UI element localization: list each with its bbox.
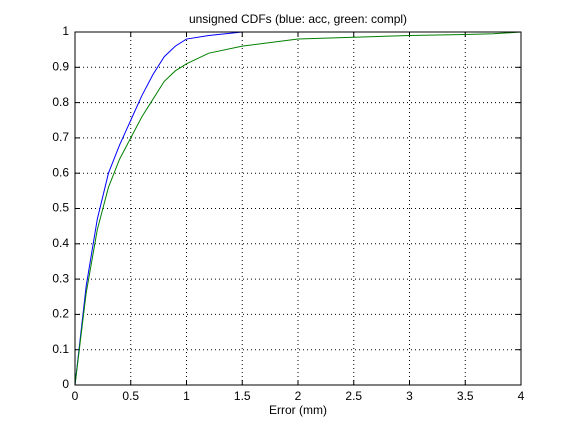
y-tick-label: 0.1 bbox=[52, 342, 69, 356]
x-tick-label: 4 bbox=[518, 389, 525, 403]
y-tick-label: 0 bbox=[62, 377, 69, 391]
x-tick-label: 2 bbox=[295, 389, 302, 403]
chart-title: unsigned CDFs (blue: acc, green: compl) bbox=[189, 12, 407, 26]
x-tick-label: 3 bbox=[406, 389, 413, 403]
y-tick-label: 0.2 bbox=[52, 307, 69, 321]
x-tick-label: 3.5 bbox=[457, 389, 474, 403]
y-tick-label: 0.4 bbox=[52, 236, 69, 250]
x-tick-label: 0 bbox=[72, 389, 79, 403]
y-tick-label: 0.3 bbox=[52, 271, 69, 285]
x-tick-label: 1 bbox=[183, 389, 190, 403]
y-tick-label: 0.9 bbox=[52, 59, 69, 73]
x-tick-label: 0.5 bbox=[122, 389, 139, 403]
y-tick-label: 0.7 bbox=[52, 130, 69, 144]
x-axis-label: Error (mm) bbox=[269, 403, 327, 417]
y-tick-label: 1 bbox=[62, 24, 69, 38]
y-tick-label: 0.8 bbox=[52, 95, 69, 109]
series-line bbox=[74, 31, 522, 386]
plot-frame bbox=[74, 31, 522, 386]
x-tick-label: 2.5 bbox=[345, 389, 362, 403]
y-tick-label: 0.5 bbox=[52, 201, 69, 215]
y-tick-label: 0.6 bbox=[52, 165, 69, 179]
x-tick-label: 1.5 bbox=[234, 389, 251, 403]
